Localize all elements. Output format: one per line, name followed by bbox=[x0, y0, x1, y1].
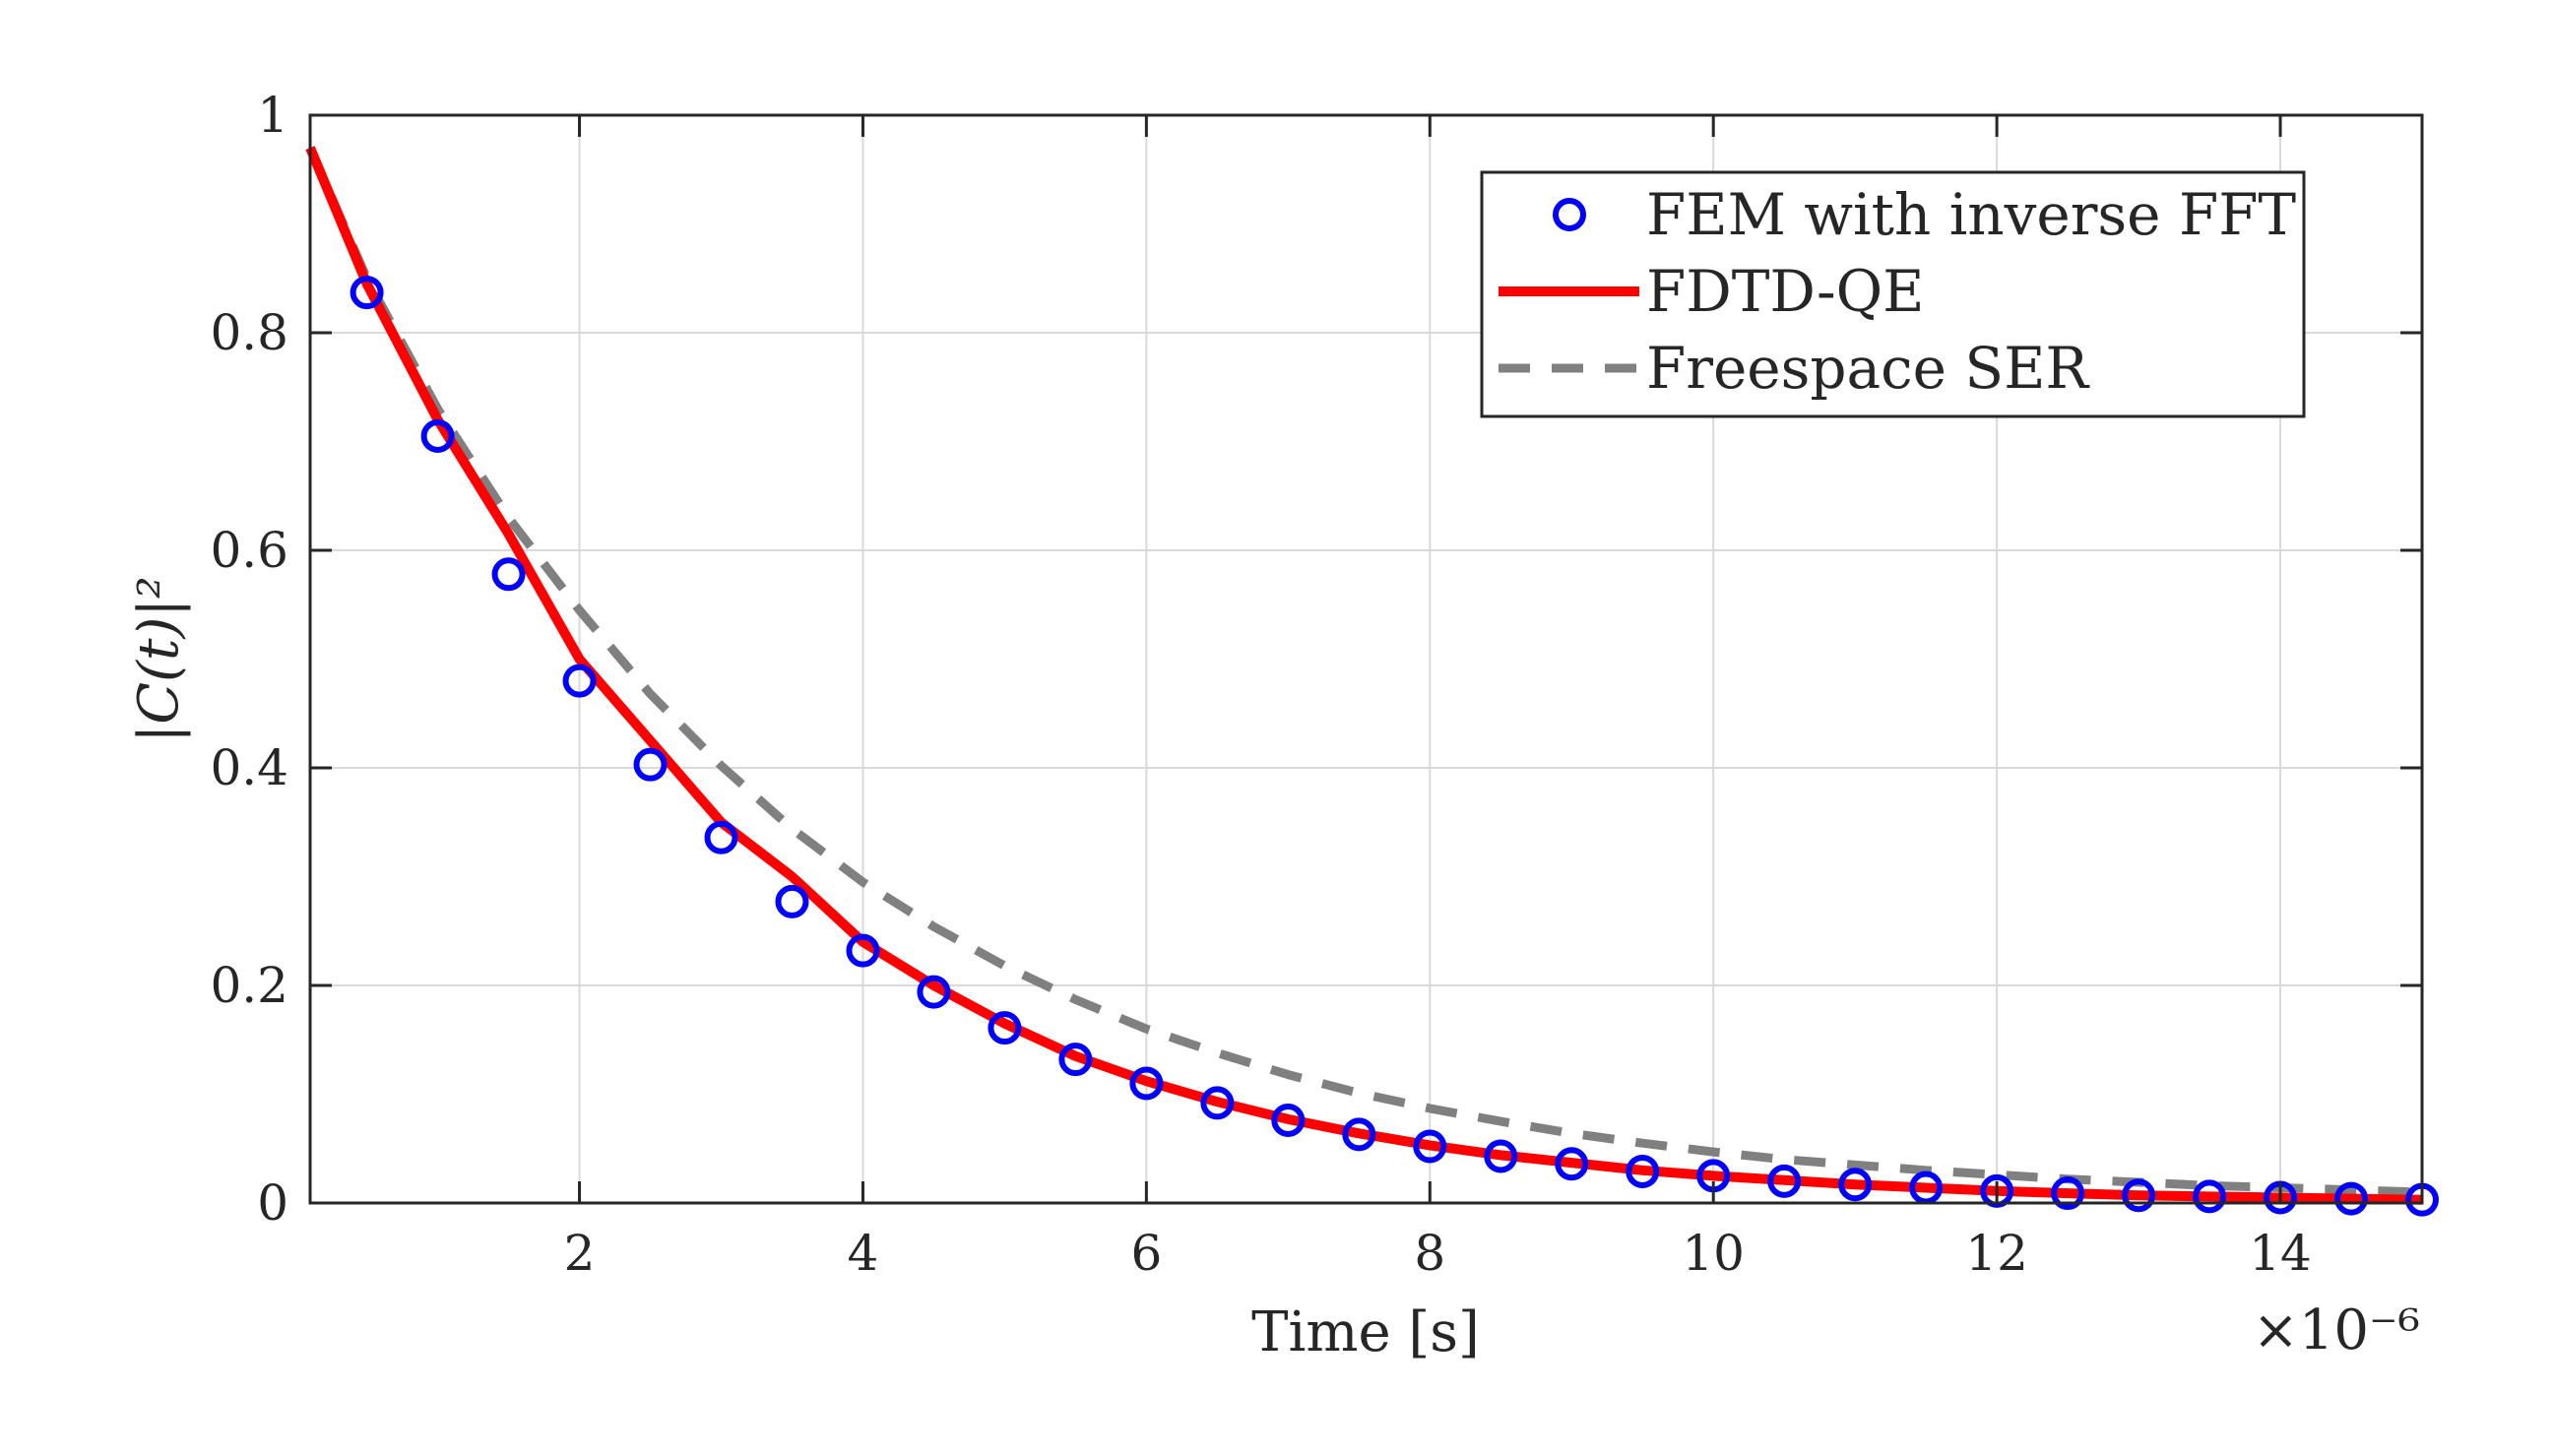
ticks: 2 4 6 8 10 12 14 0 0.2 0.4 0.6 0.8 1 bbox=[210, 87, 2422, 1282]
series-fem-with-inverse-fft bbox=[350, 276, 2439, 1217]
y-tick-label: 0.8 bbox=[210, 304, 288, 361]
data-point-fem-with-inverse-fft bbox=[1271, 1104, 1306, 1138]
data-point-fem-with-inverse-fft bbox=[1200, 1086, 1235, 1120]
x-tick-label: 8 bbox=[1414, 1225, 1445, 1282]
data-point-fem-with-inverse-fft bbox=[1980, 1173, 2014, 1208]
data-point-fem-with-inverse-fft bbox=[704, 820, 738, 855]
plot-series bbox=[305, 146, 2439, 1217]
data-point-fem-with-inverse-fft bbox=[350, 276, 384, 310]
data-point-fem-with-inverse-fft bbox=[1838, 1168, 1873, 1202]
series-line-fdtd-qe bbox=[305, 146, 2423, 1205]
legend: FEM with inverse FFT FDTD-QE Freespace SER bbox=[1480, 170, 2306, 418]
data-point-fem-with-inverse-fft bbox=[1767, 1164, 1802, 1198]
data-point-fem-with-inverse-fft bbox=[491, 557, 526, 592]
data-point-fem-with-inverse-fft bbox=[2051, 1176, 2085, 1211]
data-point-fem-with-inverse-fft bbox=[420, 418, 455, 453]
data-point-fem-with-inverse-fft bbox=[1129, 1066, 1164, 1101]
axes-frame bbox=[308, 113, 2424, 1205]
data-point-fem-with-inverse-fft bbox=[1413, 1129, 1447, 1164]
x-tick-label: 10 bbox=[1682, 1225, 1745, 1282]
y-tick-label: 0.2 bbox=[210, 957, 288, 1014]
data-point-fem-with-inverse-fft bbox=[2122, 1178, 2156, 1213]
legend-label-freespace-ser: Freespace SER bbox=[1646, 335, 2090, 402]
data-point-fem-with-inverse-fft bbox=[775, 884, 809, 918]
y-tick-label: 0.4 bbox=[210, 739, 288, 796]
x-tick-label: 4 bbox=[848, 1225, 879, 1282]
legend-entries: FEM with inverse FFT FDTD-QE Freespace SER bbox=[1499, 181, 2296, 402]
data-point-fem-with-inverse-fft bbox=[846, 933, 880, 968]
x-tick-label: 14 bbox=[2249, 1225, 2312, 1282]
data-point-fem-with-inverse-fft bbox=[633, 747, 668, 782]
data-point-fem-with-inverse-fft bbox=[562, 664, 597, 698]
data-point-fem-with-inverse-fft bbox=[1342, 1117, 1376, 1152]
data-point-fem-with-inverse-fft bbox=[1555, 1147, 1589, 1181]
data-point-fem-with-inverse-fft bbox=[988, 1011, 1022, 1045]
x-tick-label: 2 bbox=[564, 1225, 596, 1282]
legend-marker-fem-with-inverse-fft bbox=[1553, 198, 1586, 231]
x-tick-label: 12 bbox=[1965, 1225, 2028, 1282]
y-axis-label: |C(t)|² bbox=[127, 576, 191, 742]
data-point-fem-with-inverse-fft bbox=[917, 975, 951, 1009]
data-point-fem-with-inverse-fft bbox=[1058, 1043, 1093, 1077]
data-point-fem-with-inverse-fft bbox=[2193, 1179, 2227, 1214]
data-point-fem-with-inverse-fft bbox=[2334, 1181, 2369, 1216]
legend-label-fem-with-inverse-fft: FEM with inverse FFT bbox=[1646, 181, 2296, 248]
data-point-fem-with-inverse-fft bbox=[1626, 1154, 1660, 1188]
x-axis-label: Time [s] bbox=[1251, 1300, 1480, 1364]
y-tick-label: 0 bbox=[257, 1174, 288, 1232]
y-tick-label: 1 bbox=[257, 87, 288, 144]
x-axis-exponent: ×10⁻⁶ bbox=[2253, 1298, 2420, 1362]
x-tick-label: 6 bbox=[1130, 1225, 1162, 1282]
y-tick-label: 0.6 bbox=[210, 522, 288, 579]
data-point-fem-with-inverse-fft bbox=[1484, 1139, 1518, 1173]
legend-label-fdtd-qe: FDTD-QE bbox=[1646, 258, 1925, 325]
